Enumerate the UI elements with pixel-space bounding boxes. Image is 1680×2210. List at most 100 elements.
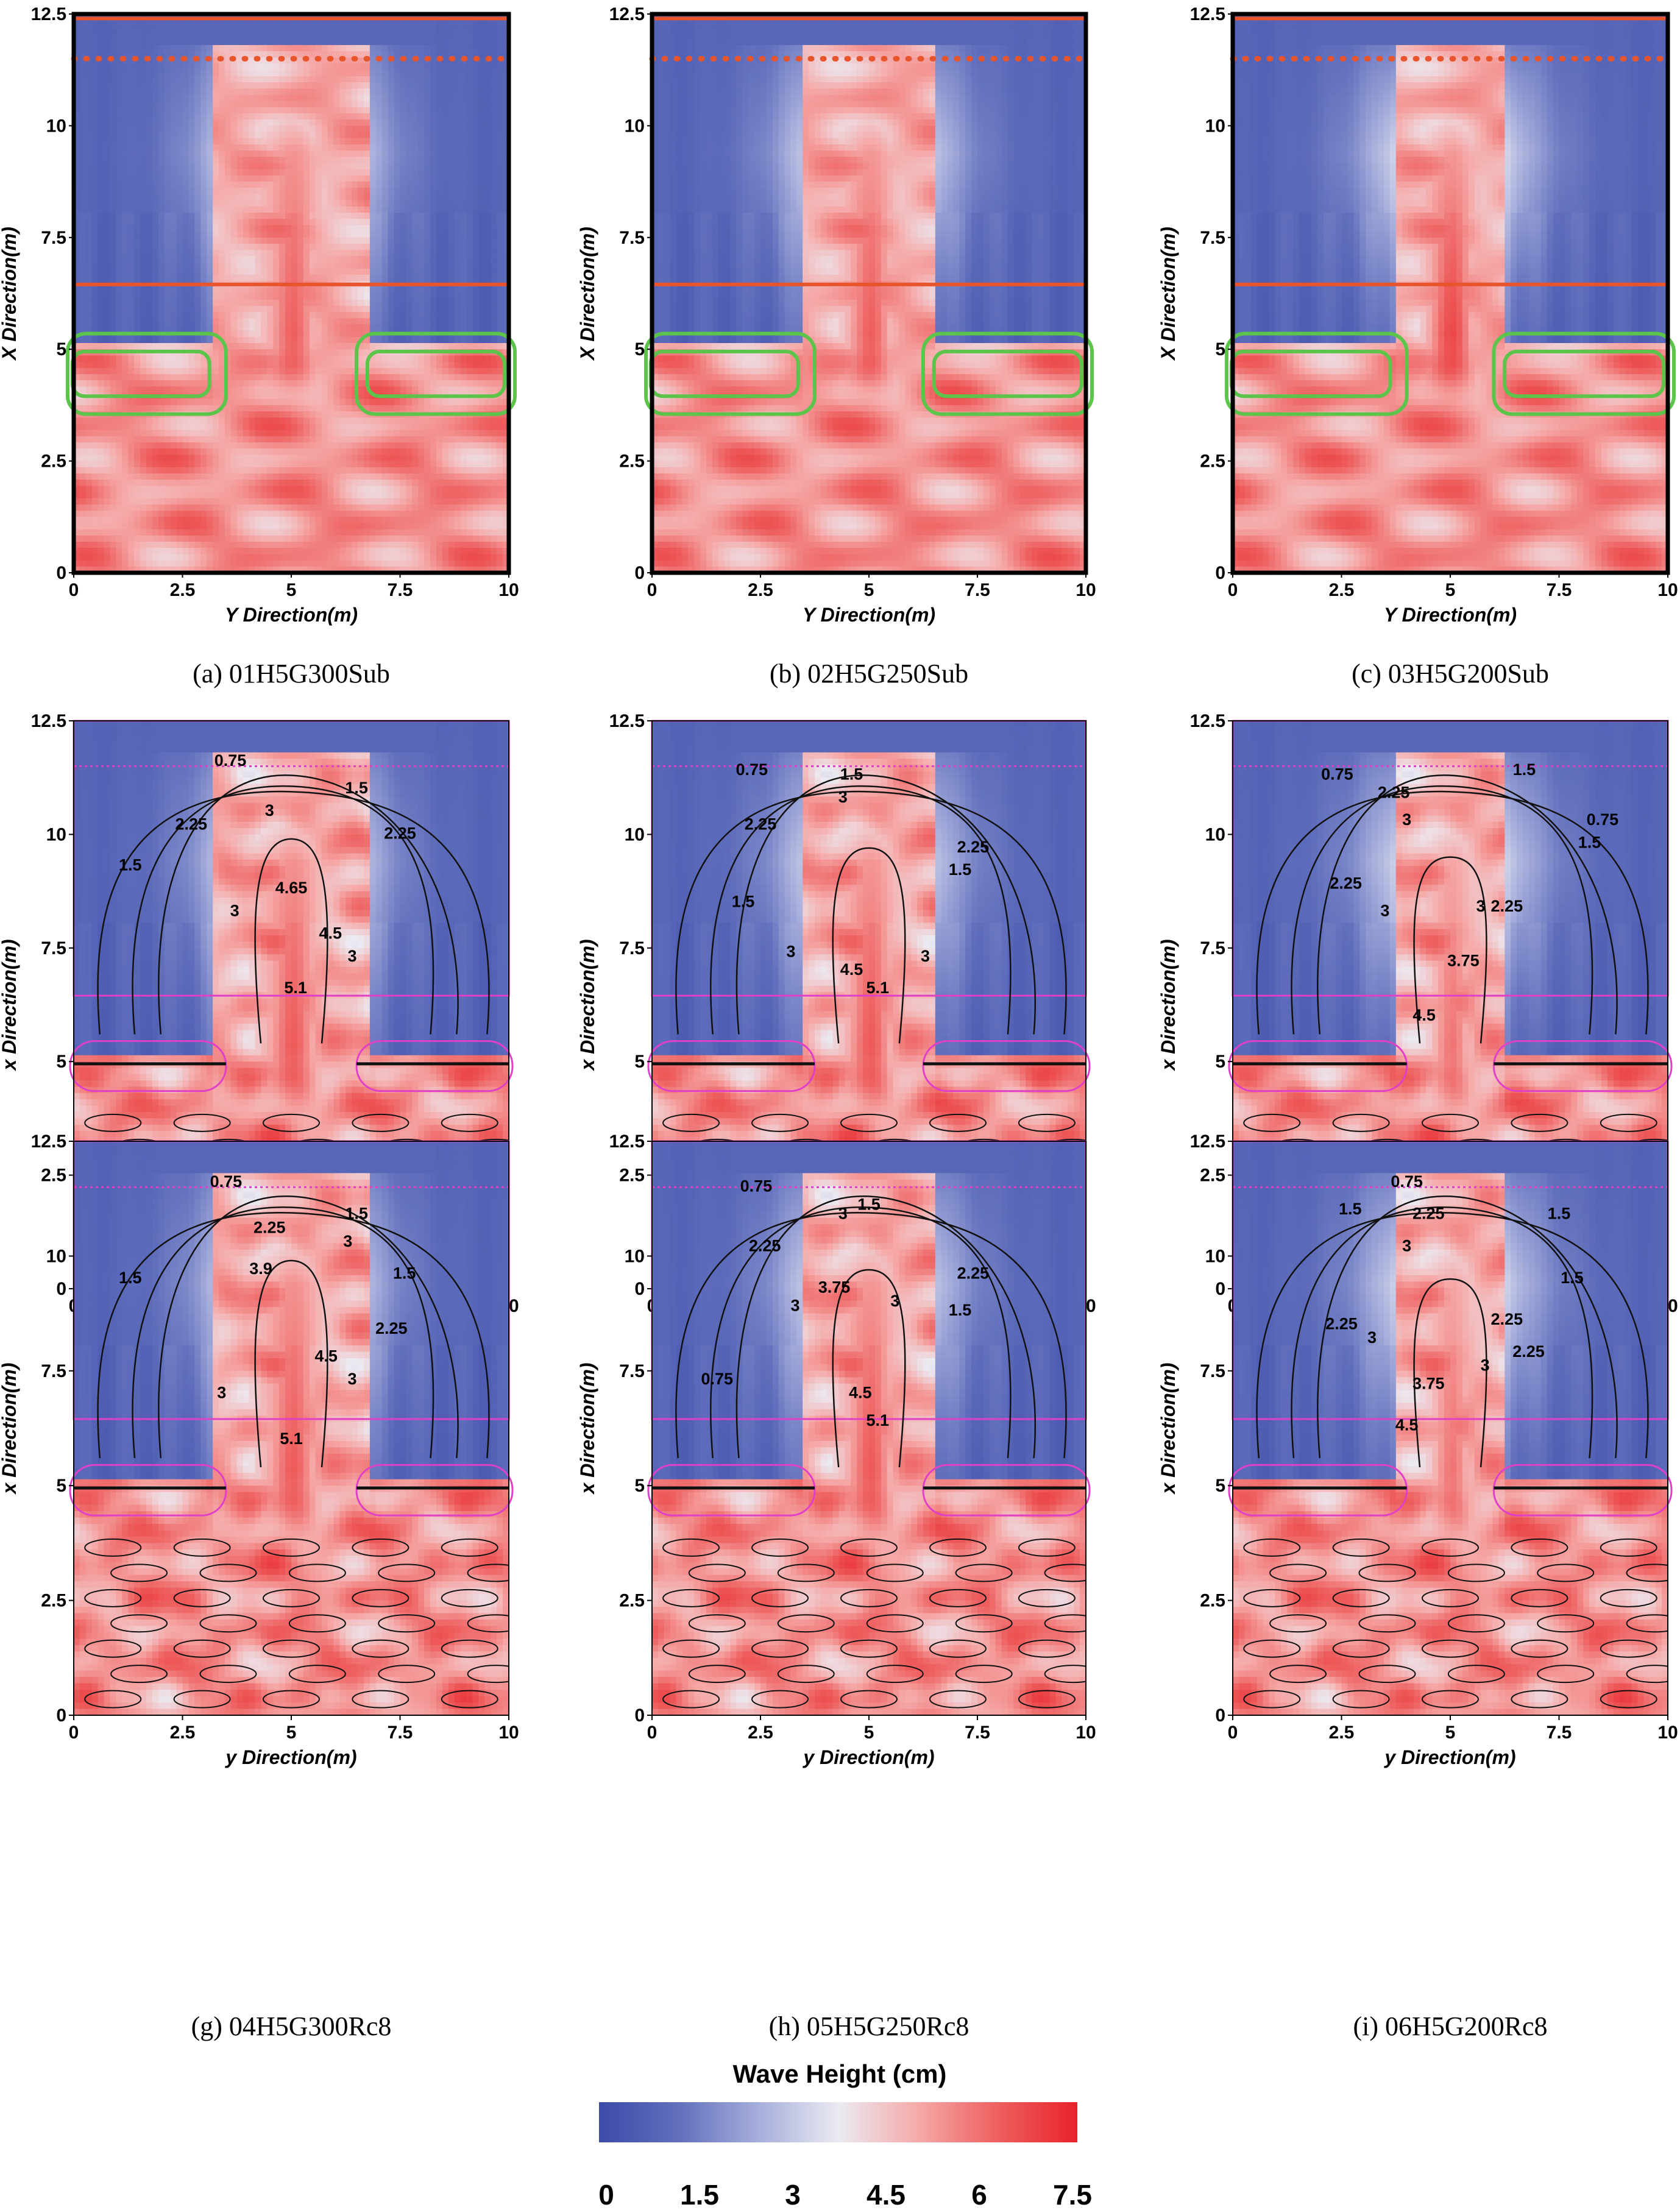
heatmap-cell xyxy=(128,405,135,412)
heatmap-cell xyxy=(224,113,232,120)
heatmap-cell xyxy=(381,324,389,331)
heatmap-cell xyxy=(134,268,141,275)
heatmap-cell xyxy=(321,305,328,313)
heatmap-cell xyxy=(430,305,437,313)
heatmap-cell xyxy=(297,405,304,412)
heatmap-cell xyxy=(503,219,509,226)
heatmap-cell xyxy=(497,237,503,244)
heatmap-cell xyxy=(146,132,153,139)
heatmap-cell xyxy=(285,76,292,83)
heatmap-cell xyxy=(164,138,171,145)
heatmap-cell xyxy=(158,194,165,201)
heatmap-cell xyxy=(176,398,183,406)
heatmap-cell xyxy=(478,144,486,151)
heatmap-cell xyxy=(79,318,87,325)
heatmap-cell xyxy=(261,113,268,120)
heatmap-cell xyxy=(85,318,93,325)
heatmap-cell xyxy=(116,293,123,300)
heatmap-cell xyxy=(194,63,201,71)
heatmap-cell xyxy=(358,63,364,71)
heatmap-cell xyxy=(236,175,244,182)
heatmap-cell xyxy=(176,194,183,201)
heatmap-cell xyxy=(321,94,328,102)
heatmap-cell xyxy=(128,101,135,108)
heatmap-cell xyxy=(503,26,509,34)
heatmap-cell xyxy=(309,213,316,219)
heatmap-cell xyxy=(152,299,159,306)
heatmap-cell xyxy=(104,76,111,83)
heatmap-cell xyxy=(200,262,207,269)
heatmap-cell xyxy=(321,194,328,201)
heatmap-cell xyxy=(497,386,503,394)
heatmap-cell xyxy=(74,244,80,250)
heatmap-cell xyxy=(267,157,274,164)
heatmap-cell xyxy=(74,151,80,158)
heatmap-cell xyxy=(182,423,190,431)
heatmap-cell xyxy=(170,274,177,282)
heatmap-cell xyxy=(484,182,491,189)
heatmap-cell xyxy=(279,138,286,145)
heatmap-cell xyxy=(255,336,262,344)
heatmap-cell xyxy=(152,119,159,127)
heatmap-cell xyxy=(176,82,183,90)
heatmap-cell xyxy=(339,355,346,363)
heatmap-cell xyxy=(236,417,244,425)
heatmap-cell xyxy=(315,51,322,58)
heatmap-cell xyxy=(213,101,219,108)
heatmap-cell xyxy=(364,200,370,207)
heatmap-cell xyxy=(273,336,280,344)
heatmap-cell xyxy=(478,256,486,263)
heatmap-cell xyxy=(346,188,352,195)
heatmap-cell xyxy=(230,405,238,412)
heatmap-cell xyxy=(412,405,419,412)
heatmap-cell xyxy=(484,219,491,226)
heatmap-cell xyxy=(369,32,377,40)
heatmap-cell xyxy=(122,442,129,449)
heatmap-cell xyxy=(97,94,105,102)
heatmap-cell xyxy=(315,299,322,306)
heatmap-cell xyxy=(200,312,207,319)
heatmap-cell xyxy=(236,44,244,52)
heatmap-cell xyxy=(91,200,99,207)
heatmap-cell xyxy=(243,20,250,27)
heatmap-cell xyxy=(273,386,280,394)
heatmap-cell xyxy=(491,386,497,394)
heatmap-cell xyxy=(164,293,171,300)
heatmap-cell xyxy=(273,32,280,40)
heatmap-cell xyxy=(478,182,486,189)
heatmap-cell xyxy=(134,138,141,145)
heatmap-cell xyxy=(188,76,196,83)
heatmap-cell xyxy=(303,274,310,282)
heatmap-cell xyxy=(478,374,486,381)
heatmap-cell xyxy=(484,94,491,102)
heatmap-cell xyxy=(381,225,389,232)
heatmap-cell xyxy=(104,237,111,244)
heatmap-cell xyxy=(460,250,467,257)
heatmap-cell xyxy=(448,20,455,27)
heatmap-cell xyxy=(346,436,352,443)
heatmap-cell xyxy=(375,386,383,394)
heatmap-cell xyxy=(194,163,201,170)
heatmap-cell xyxy=(333,151,341,158)
heatmap-cell xyxy=(339,274,346,282)
heatmap-cell xyxy=(442,175,449,182)
heatmap-cell xyxy=(224,169,232,176)
heatmap-cell xyxy=(491,423,497,431)
heatmap-cell xyxy=(478,63,486,71)
heatmap-cell xyxy=(400,76,407,83)
heatmap-cell xyxy=(182,231,190,238)
heatmap-cell xyxy=(315,392,322,400)
heatmap-cell xyxy=(188,213,196,219)
heatmap-cell xyxy=(472,244,480,250)
heatmap-cell xyxy=(400,32,407,40)
heatmap-cell xyxy=(267,188,274,195)
heatmap-cell xyxy=(358,367,364,375)
heatmap-cell xyxy=(315,417,322,425)
heatmap-cell xyxy=(369,343,377,350)
heatmap-cell xyxy=(273,151,280,158)
heatmap-cell xyxy=(412,213,419,219)
heatmap-cell xyxy=(170,237,177,244)
heatmap-cell xyxy=(97,57,105,65)
heatmap-cell xyxy=(236,274,244,282)
heatmap-cell xyxy=(243,430,250,437)
